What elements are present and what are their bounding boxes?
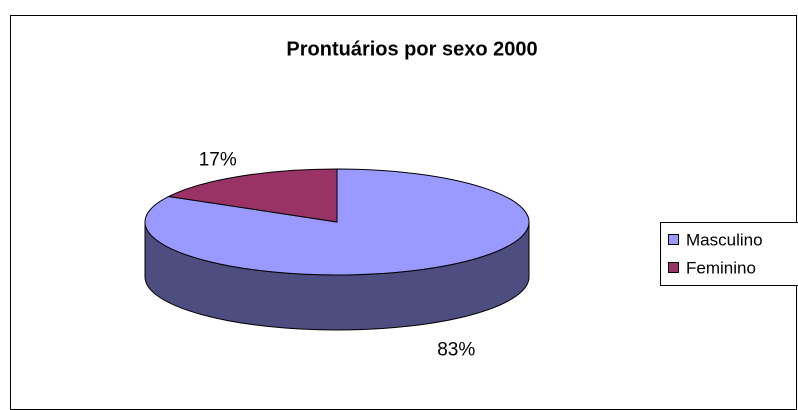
- legend-swatch: [668, 234, 679, 245]
- chart-title: Prontuários por sexo 2000: [286, 38, 537, 60]
- legend-swatch: [668, 262, 679, 273]
- legend-label: Feminino: [686, 258, 756, 277]
- legend-box: [660, 222, 798, 286]
- data-label: 83%: [437, 340, 475, 361]
- pie-slice: [167, 168, 338, 223]
- data-label: 17%: [199, 149, 237, 170]
- legend-label: Masculino: [686, 230, 763, 249]
